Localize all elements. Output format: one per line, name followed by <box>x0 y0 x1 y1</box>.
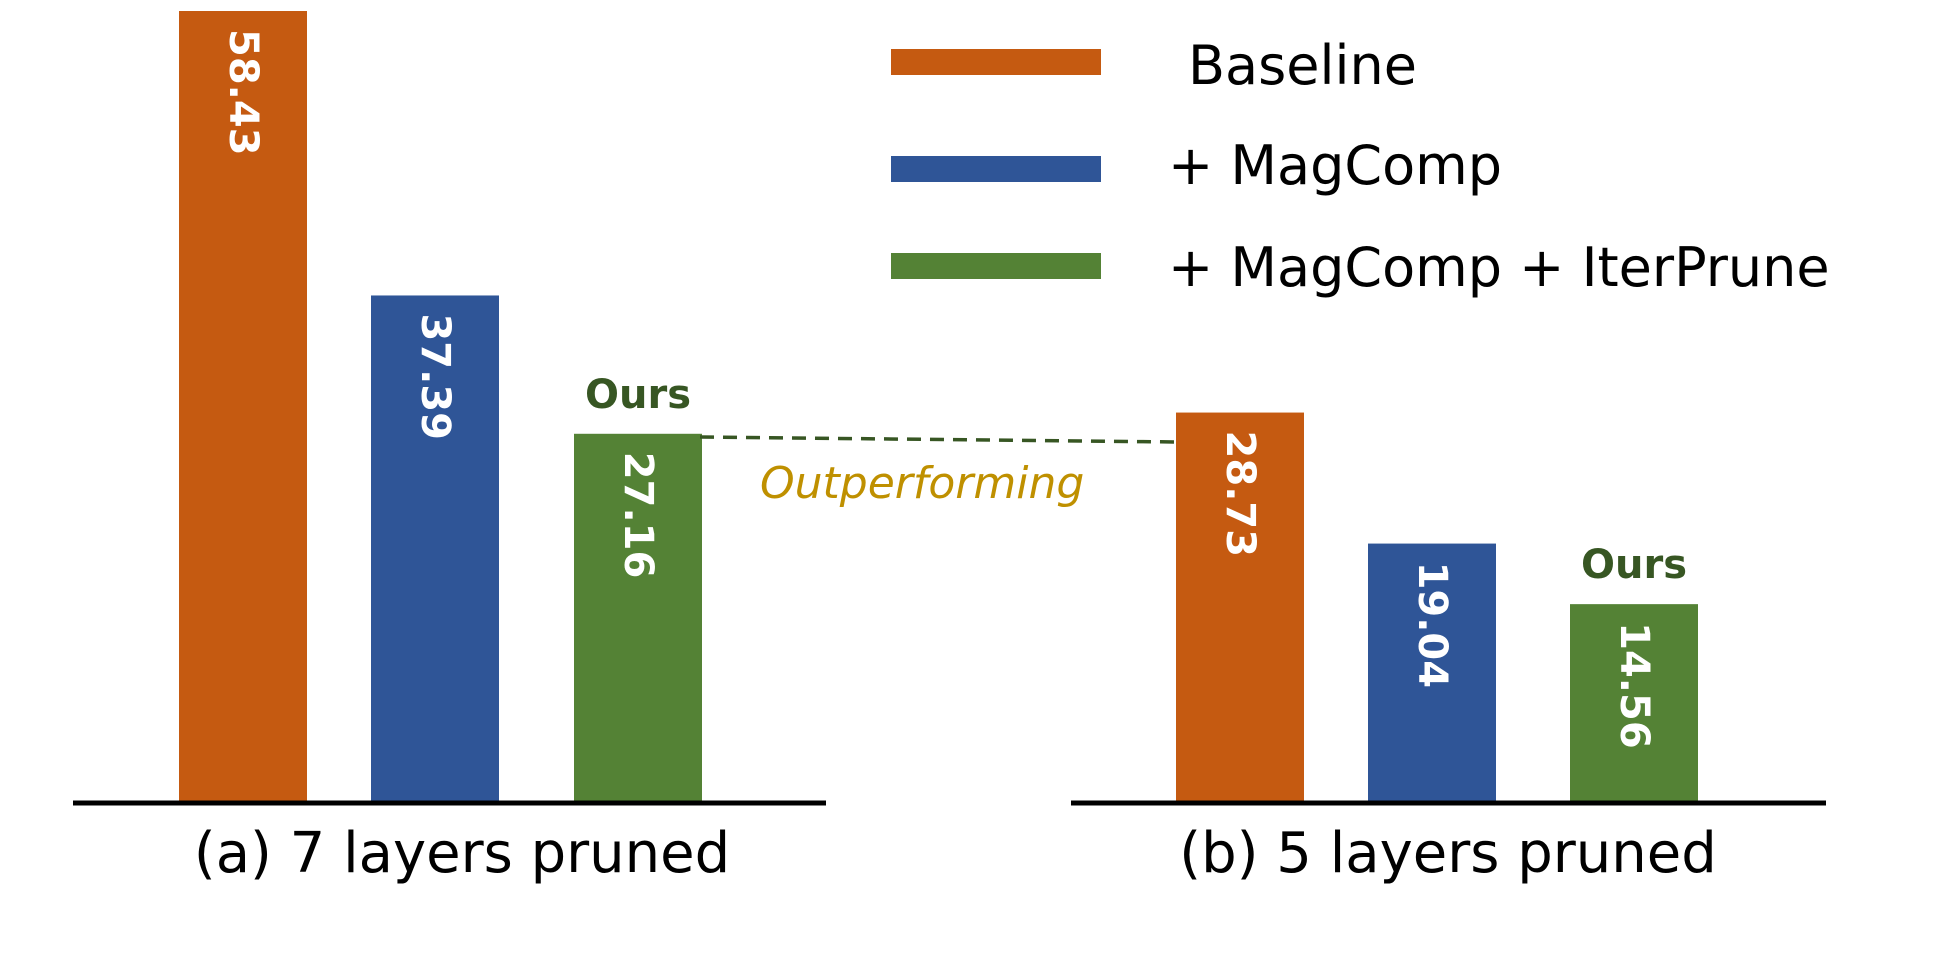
value-label-7-layers-magcomp: 37.39 <box>412 313 458 440</box>
bars-5-layers: 28.73 19.04 14.56 Ours <box>1176 412 1698 801</box>
legend-swatch-magcomp-iterprune <box>891 253 1101 279</box>
ours-label-5-layers: Ours <box>1581 542 1687 588</box>
value-label-7-layers-baseline: 58.43 <box>220 29 266 156</box>
legend-label-magcomp: + MagComp <box>1168 134 1502 197</box>
bar-5-layers-magcomp <box>1368 543 1496 801</box>
caption-5-layers: (b) 5 layers pruned <box>1179 821 1717 886</box>
outperform-annotation: Outperforming <box>760 458 1084 509</box>
legend-label-magcomp-iterprune: + MagComp + IterPrune <box>1168 236 1830 299</box>
bar-7-layers-magcomp <box>371 295 499 801</box>
bar-7-layers-magcomp-iterprune <box>574 433 702 801</box>
value-label-5-layers-baseline: 28.73 <box>1217 431 1263 558</box>
panel-5-layers: 28.73 19.04 14.56 Ours (b) 5 layers pruned <box>1071 412 1826 886</box>
value-label-5-layers-magcomp: 19.04 <box>1409 562 1455 689</box>
legend-swatch-baseline <box>891 49 1101 75</box>
legend-swatch-magcomp <box>891 156 1101 182</box>
caption-7-layers: (a) 7 layers pruned <box>194 821 730 886</box>
bar-5-layers-baseline <box>1176 412 1304 801</box>
panel-7-layers: 58.43 37.39 27.16 Ours (a) 7 layers pruned <box>73 11 826 886</box>
legend: Baseline + MagComp + MagComp + IterPrune <box>891 34 1830 299</box>
value-label-5-layers-magcomp-iterprune: 14.56 <box>1611 622 1657 749</box>
legend-label-baseline: Baseline <box>1188 34 1417 97</box>
bar-5-layers-magcomp-iterprune <box>1570 604 1698 801</box>
ours-label-7-layers: Ours <box>585 372 691 418</box>
outperform-dashed-line <box>699 435 1179 444</box>
bars-7-layers: 58.43 37.39 27.16 Ours <box>179 11 702 801</box>
bar-7-layers-baseline <box>179 11 307 801</box>
value-label-7-layers-magcomp-iterprune: 27.16 <box>615 452 661 579</box>
